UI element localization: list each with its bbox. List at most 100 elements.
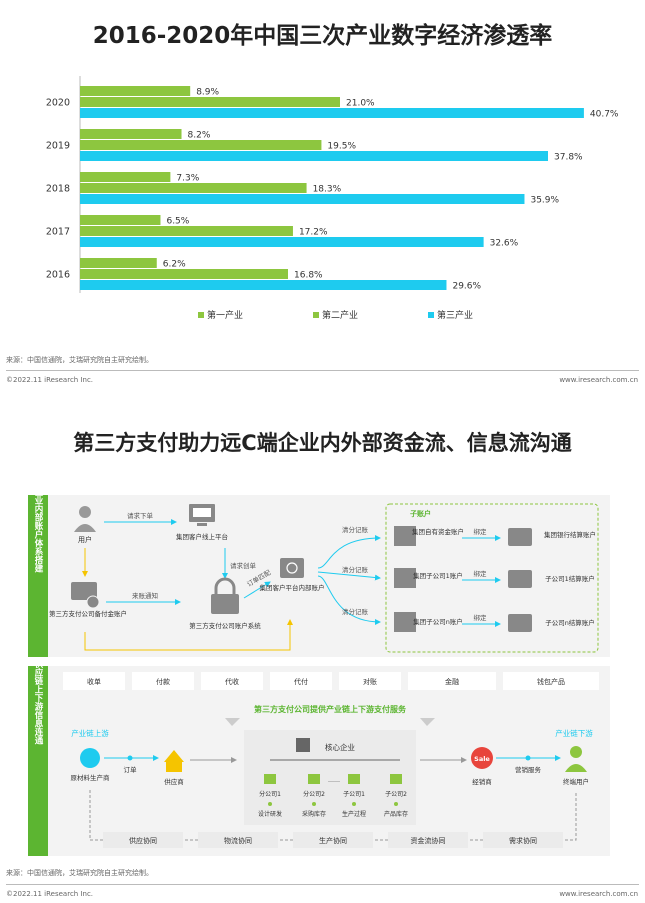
- page1-website: www.iresearch.com.cn: [559, 376, 638, 384]
- page1-title: 2016-2020年中国三次产业数字经济渗透率: [92, 23, 553, 49]
- internal-account-icon: [280, 558, 304, 578]
- svg-text:对账: 对账: [363, 677, 377, 686]
- sub-account-label: 子账户: [410, 509, 431, 518]
- page1-copyright: ©2022.11 iResearch Inc.: [6, 376, 94, 384]
- user-label: 用户: [78, 535, 92, 544]
- svg-text:集团自有资金账户: 集团自有资金账户: [412, 527, 464, 536]
- service-tabs: 收单 付款 代收 代付 对账 金融 钱包产品: [63, 672, 599, 690]
- end-user-label: 终端用户: [563, 777, 589, 786]
- bar-label: 21.0%: [346, 99, 375, 109]
- split-arrow-3: [317, 575, 381, 625]
- svg-text:产品库存: 产品库存: [384, 810, 408, 818]
- svg-text:Sale: Sale: [474, 755, 490, 763]
- bar-第三产业-2020: [80, 108, 584, 118]
- svg-text:集团子公司n账户: 集团子公司n账户: [413, 617, 463, 626]
- branch-row: 分公司1 分公司2 …… 子公司1 子公司2 设计研发 采购库存 生产过程 产品…: [258, 774, 408, 818]
- page2-title: 第三方支付助力远C端企业内外部资金流、信息流沟通: [73, 431, 572, 455]
- page1-divider: [6, 370, 639, 371]
- legend-label: 第二产业: [322, 309, 358, 321]
- svg-text:代付: 代付: [294, 677, 308, 686]
- bottom-side-bar: [28, 666, 48, 856]
- bar-第二产业-2018: [80, 183, 307, 193]
- bar-第二产业-2020: [80, 97, 340, 107]
- raw-producer-icon: [80, 748, 100, 768]
- y-tick-label: 2018: [46, 184, 70, 195]
- bar-第一产业-2020: [80, 86, 191, 96]
- split-arrow-1: [317, 535, 381, 569]
- bar-label: 7.3%: [176, 174, 199, 184]
- svg-text:资金流协同: 资金流协同: [411, 836, 446, 845]
- svg-text:子公司1结算账户: 子公司1结算账户: [545, 574, 595, 583]
- banner-arrow-right: [420, 718, 435, 726]
- user-icon: [74, 506, 96, 532]
- svg-text:收单: 收单: [87, 677, 101, 686]
- request-create-label: 请求创单: [230, 561, 257, 570]
- svg-text:物流协同: 物流协同: [224, 836, 252, 845]
- sub-account-row-3: 集团子公司n账户 绑定 子公司n结算账户: [394, 612, 595, 632]
- legend-swatch: [313, 312, 319, 318]
- supplier-icon: [164, 750, 184, 772]
- sale-tag-icon: Sale: [471, 747, 493, 769]
- money-stack-icon: [71, 582, 100, 609]
- legend-swatch: [428, 312, 434, 318]
- bar-label: 16.8%: [294, 271, 323, 281]
- sub-account-row-2: 集团子公司1账户 绑定 子公司1结算账户: [394, 568, 595, 588]
- svg-text:子公司2: 子公司2: [385, 791, 407, 798]
- bar-label: 35.9%: [530, 196, 559, 206]
- bar-第三产业-2019: [80, 151, 548, 161]
- bar-label: 17.2%: [299, 228, 328, 238]
- y-tick-label: 2016: [46, 270, 70, 281]
- svg-text:需求协同: 需求协同: [509, 836, 537, 845]
- svg-text:子公司1: 子公司1: [343, 791, 365, 798]
- split-label-1: 清分记账: [342, 525, 369, 534]
- downstream-label: 产业链下游: [555, 728, 593, 738]
- dealer-label: 经销商: [472, 777, 492, 786]
- top-side-bar: [28, 495, 48, 657]
- bar-label: 8.2%: [188, 131, 211, 141]
- upstream-label: 产业链上游: [71, 728, 109, 738]
- bar-label: 6.2%: [163, 260, 186, 270]
- building-icon: [296, 738, 310, 752]
- shopping-cart-icon: [189, 504, 215, 526]
- split-label-3: 清分记账: [342, 607, 369, 616]
- bottom-side-label: 供应链上下游信息连通: [33, 659, 44, 746]
- bar-label: 8.9%: [196, 88, 219, 98]
- svg-text:集团子公司1账户: 集团子公司1账户: [413, 571, 463, 580]
- legend-label: 第一产业: [207, 309, 243, 321]
- bar-第二产业-2016: [80, 269, 288, 279]
- svg-text:绑定: 绑定: [474, 569, 488, 578]
- core-enterprise-label: 核心企业: [325, 742, 355, 752]
- top-side-label: 企业内部账户体系搭建: [33, 490, 44, 573]
- marketing-label: 营销服务: [515, 765, 542, 774]
- y-tick-label: 2017: [46, 227, 70, 238]
- bar-第一产业-2019: [80, 129, 182, 139]
- bar-第一产业-2018: [80, 172, 171, 182]
- incoming-notice-label: 来账通知: [132, 591, 158, 600]
- bar-label: 32.6%: [490, 239, 519, 249]
- order-match-arrow: [243, 581, 271, 599]
- svg-text:分公司2: 分公司2: [303, 790, 325, 798]
- page2-copyright: ©2022.11 iResearch Inc.: [6, 890, 94, 898]
- svg-text:设计研发: 设计研发: [258, 810, 282, 818]
- internal-account-label: 集团客户平台内部账户: [260, 583, 325, 592]
- reserve-label: 第三方支付公司备付金账户: [49, 609, 127, 618]
- svg-text:分公司1: 分公司1: [259, 790, 281, 798]
- reserve-return-line: [84, 619, 293, 651]
- sub-account-row-1: 集团自有资金账户 绑定 集团银行结算账户: [394, 526, 596, 546]
- group-platform-label: 集团客户线上平台: [176, 532, 228, 541]
- bar-第一产业-2016: [80, 258, 157, 268]
- payment-diagram: 企业内部账户体系搭建 用户 请求下单 集团客户线上平台 请求创单 第三方支付公司…: [28, 490, 610, 856]
- sub-account-box: [385, 503, 599, 653]
- y-tick-label: 2020: [46, 98, 70, 109]
- split-arrow-2: [317, 571, 381, 581]
- svg-text:代收: 代收: [225, 677, 239, 686]
- svg-text:绑定: 绑定: [474, 613, 488, 622]
- svg-text:生产过程: 生产过程: [342, 810, 366, 818]
- page2-divider: [6, 884, 639, 885]
- svg-text:……: ……: [328, 777, 340, 784]
- raw-producer-label: 原材料生产商: [71, 773, 111, 782]
- svg-text:绑定: 绑定: [474, 527, 488, 536]
- svg-text:金融: 金融: [445, 677, 459, 686]
- bar-第二产业-2017: [80, 226, 293, 236]
- bar-label: 29.6%: [452, 282, 481, 292]
